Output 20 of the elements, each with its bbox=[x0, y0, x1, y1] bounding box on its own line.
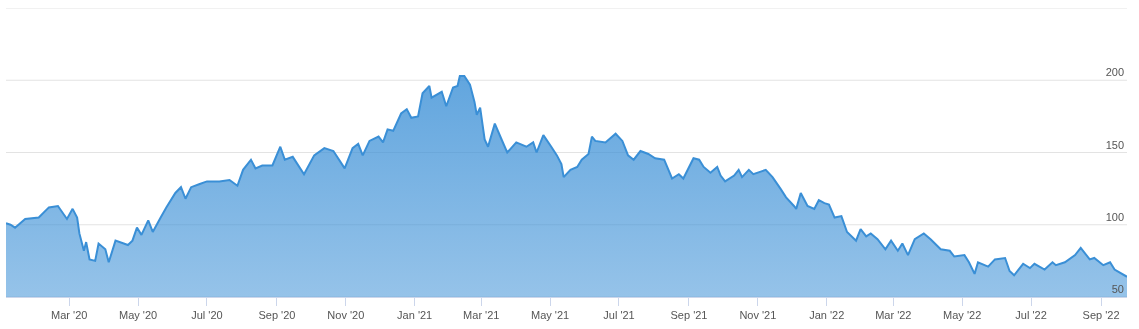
x-tick-label: Mar '21 bbox=[463, 309, 500, 322]
x-tick-label: May '21 bbox=[531, 309, 570, 322]
x-tick-label: Nov '21 bbox=[739, 309, 777, 322]
x-tick-label: May '20 bbox=[118, 309, 158, 322]
x-tick-label: Sep '22 bbox=[1082, 309, 1120, 322]
y-tick-label: 50 bbox=[1111, 283, 1124, 296]
x-tick-label: Nov '20 bbox=[327, 309, 365, 322]
x-tick-label: Jul '20 bbox=[191, 309, 223, 322]
x-tick-label: Sep '21 bbox=[670, 309, 708, 322]
x-tick-label: Mar '20 bbox=[51, 309, 88, 322]
x-tick-label: Jan '21 bbox=[397, 309, 433, 322]
y-tick-label: 100 bbox=[1105, 210, 1124, 223]
y-tick-label: 150 bbox=[1105, 138, 1124, 151]
x-tick-label: Mar '22 bbox=[875, 309, 912, 322]
x-tick-label: Jan '22 bbox=[809, 309, 845, 322]
y-tick-label: 200 bbox=[1105, 66, 1124, 79]
x-tick-label: Jul '22 bbox=[1015, 309, 1047, 322]
x-tick-label: Jul '21 bbox=[603, 309, 635, 322]
x-tick-label: May '22 bbox=[943, 309, 982, 322]
x-tick-label: Sep '20 bbox=[258, 309, 296, 322]
